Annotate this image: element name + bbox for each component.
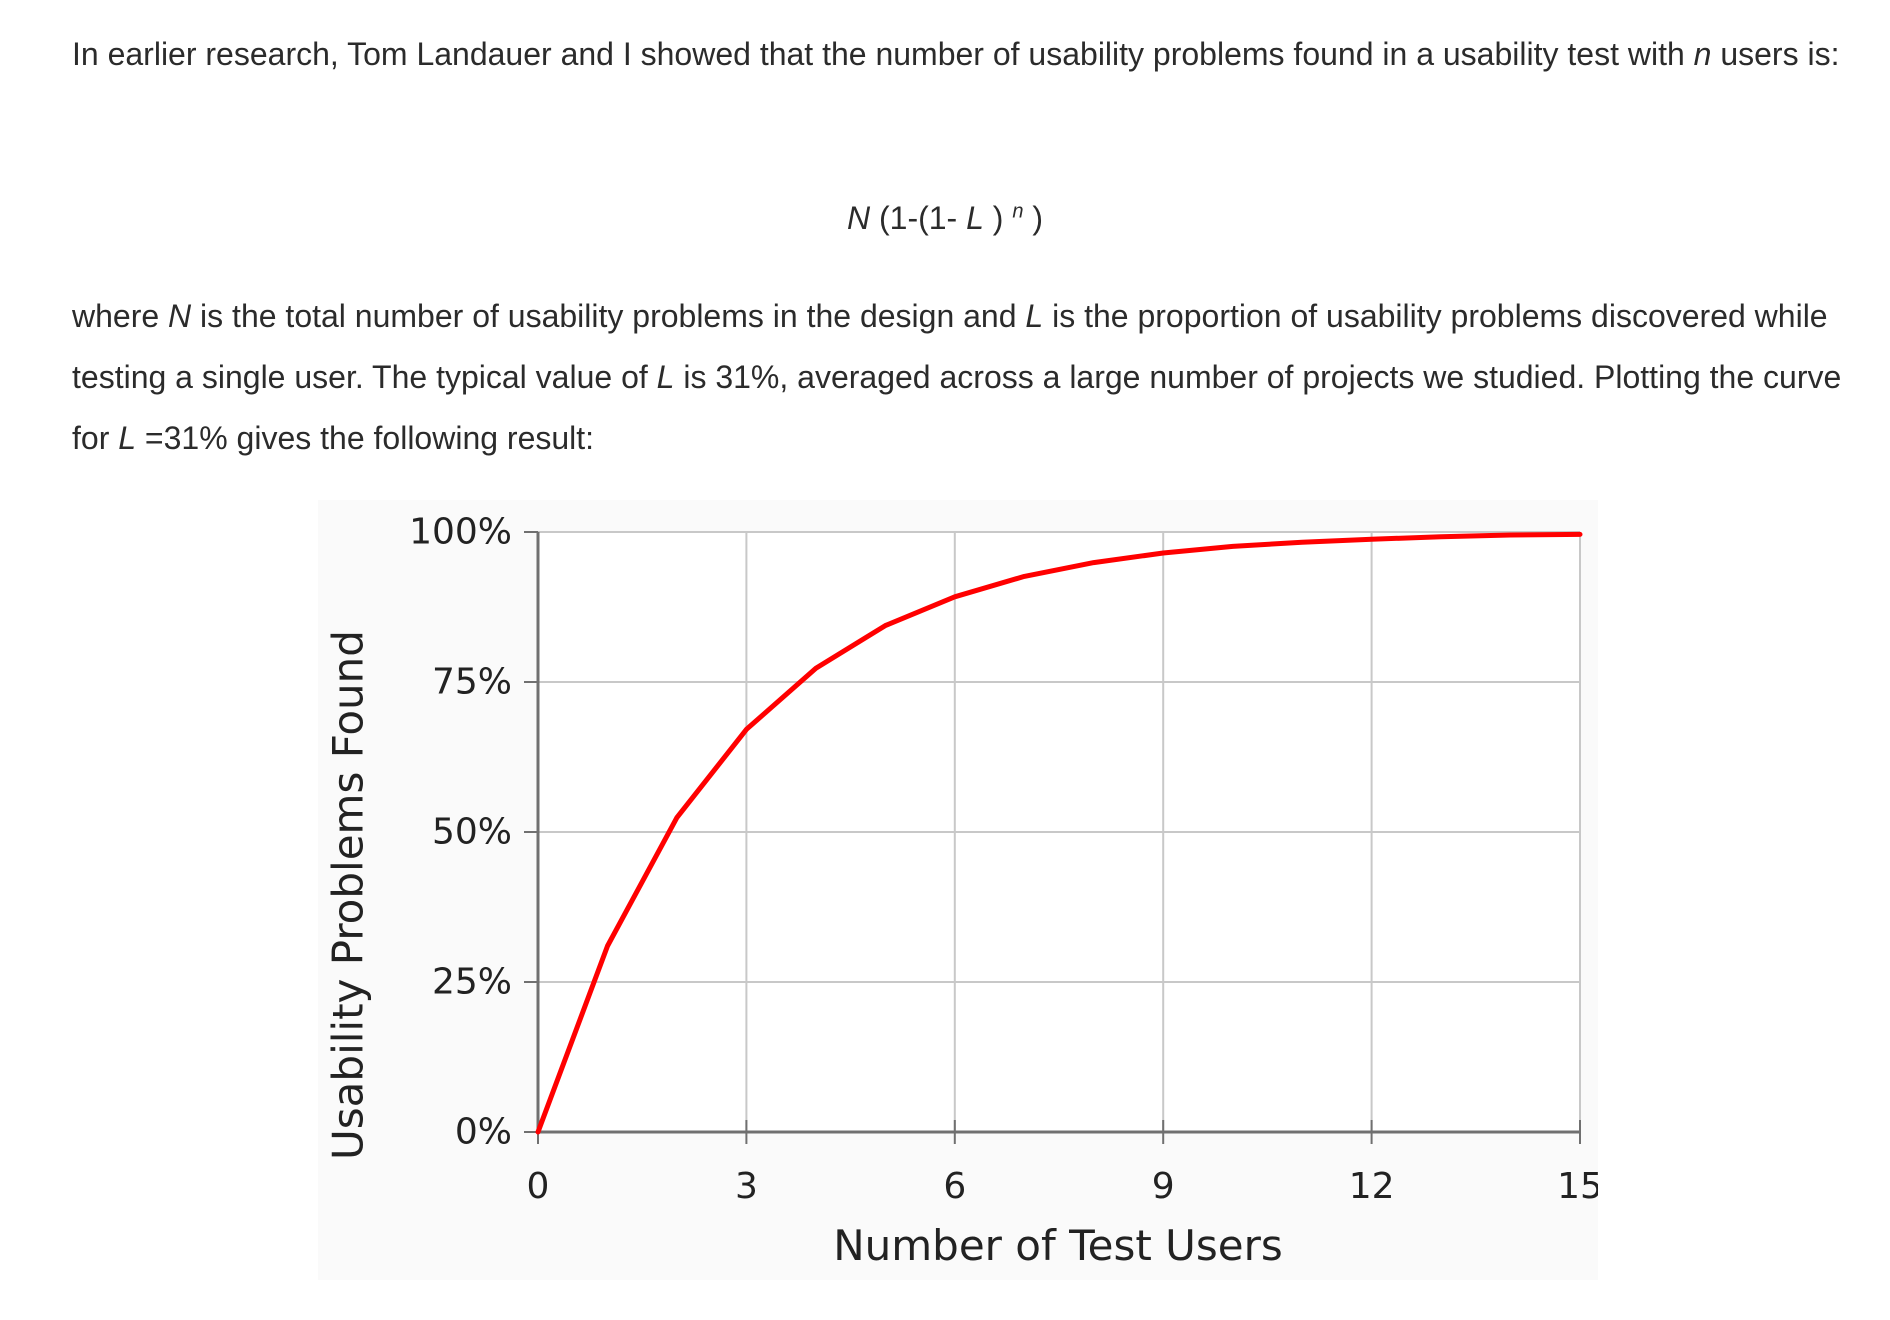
data-point-0-9 <box>1163 553 1164 554</box>
y-tick-label-0: 0% <box>455 1112 512 1153</box>
y-tick-label-1: 25% <box>432 962 512 1003</box>
y-tick-label-4: 100% <box>409 512 512 553</box>
x-tick-label-4: 12 <box>1349 1166 1395 1207</box>
explanation-text-1: where <box>72 298 169 334</box>
formula-part-a: (1-(1- <box>870 200 967 236</box>
data-point-0-1 <box>607 946 608 947</box>
explanation-paragraph: where N is the total number of usability… <box>72 286 1852 469</box>
data-point-0-11 <box>1302 542 1303 543</box>
data-point-0-2 <box>676 817 677 818</box>
formula: N (1-(1- L ) n ) <box>0 200 1890 237</box>
intro-text-1: In earlier research, Tom Landauer and I … <box>72 36 1694 72</box>
data-point-0-7 <box>1024 576 1025 577</box>
data-point-0-10 <box>1232 546 1233 547</box>
data-point-0-6 <box>954 596 955 597</box>
data-point-0-5 <box>885 625 886 626</box>
variable-n: n <box>1693 36 1712 72</box>
data-point-0-13 <box>1441 536 1442 537</box>
formula-exponent-n: n <box>1012 200 1024 223</box>
x-tick-label-3: 9 <box>1152 1166 1175 1207</box>
data-point-0-15 <box>1580 534 1581 535</box>
x-axis-label: Number of Test Users <box>833 1221 1283 1270</box>
variable-L-1: L <box>1025 298 1044 334</box>
x-tick-label-0: 0 <box>527 1166 550 1207</box>
formula-part-c: ) <box>1023 200 1043 236</box>
variable-L-3: L <box>118 420 137 456</box>
y-tick-label-2: 50% <box>432 812 512 853</box>
chart-grid <box>538 531 1581 1132</box>
variable-L-2: L <box>656 359 675 395</box>
formula-L: L <box>966 200 984 236</box>
series-line-0 <box>535 531 1583 1135</box>
data-point-0-3 <box>746 729 747 730</box>
chart-series <box>535 531 1583 1135</box>
explanation-text-5: =31% gives the following result: <box>136 420 595 456</box>
data-point-0-12 <box>1371 539 1372 540</box>
data-point-0-4 <box>815 668 816 669</box>
x-tick-label-5: 15 <box>1557 1166 1598 1207</box>
chart-ticks: 0% 25% 50% 75% 100% 0 3 6 9 12 15 <box>409 512 1598 1208</box>
explanation-text-4: is 31%, averaged across a large number o… <box>72 359 1842 456</box>
intro-text-2: users is: <box>1711 36 1840 72</box>
formula-part-b: ) <box>983 200 1013 236</box>
data-point-0-14 <box>1510 535 1511 536</box>
x-tick-label-1: 3 <box>735 1166 758 1207</box>
explanation-text-2: is the total number of usability problem… <box>191 298 1026 334</box>
data-point-0-0 <box>538 1132 539 1133</box>
x-tick-label-2: 6 <box>943 1166 966 1207</box>
data-point-0-8 <box>1093 562 1094 563</box>
explanation-text-3: is the proportion of usability problems … <box>72 298 1828 395</box>
y-axis-label: Usability Problems Found <box>324 630 373 1160</box>
y-tick-label-3: 75% <box>432 662 512 703</box>
variable-N: N <box>168 298 192 334</box>
formula-N: N <box>846 200 871 236</box>
intro-paragraph: In earlier research, Tom Landauer and I … <box>72 24 1852 85</box>
usability-curve-chart: 0% 25% 50% 75% 100% 0 3 6 9 12 15 Number of Test U… <box>318 500 1598 1280</box>
